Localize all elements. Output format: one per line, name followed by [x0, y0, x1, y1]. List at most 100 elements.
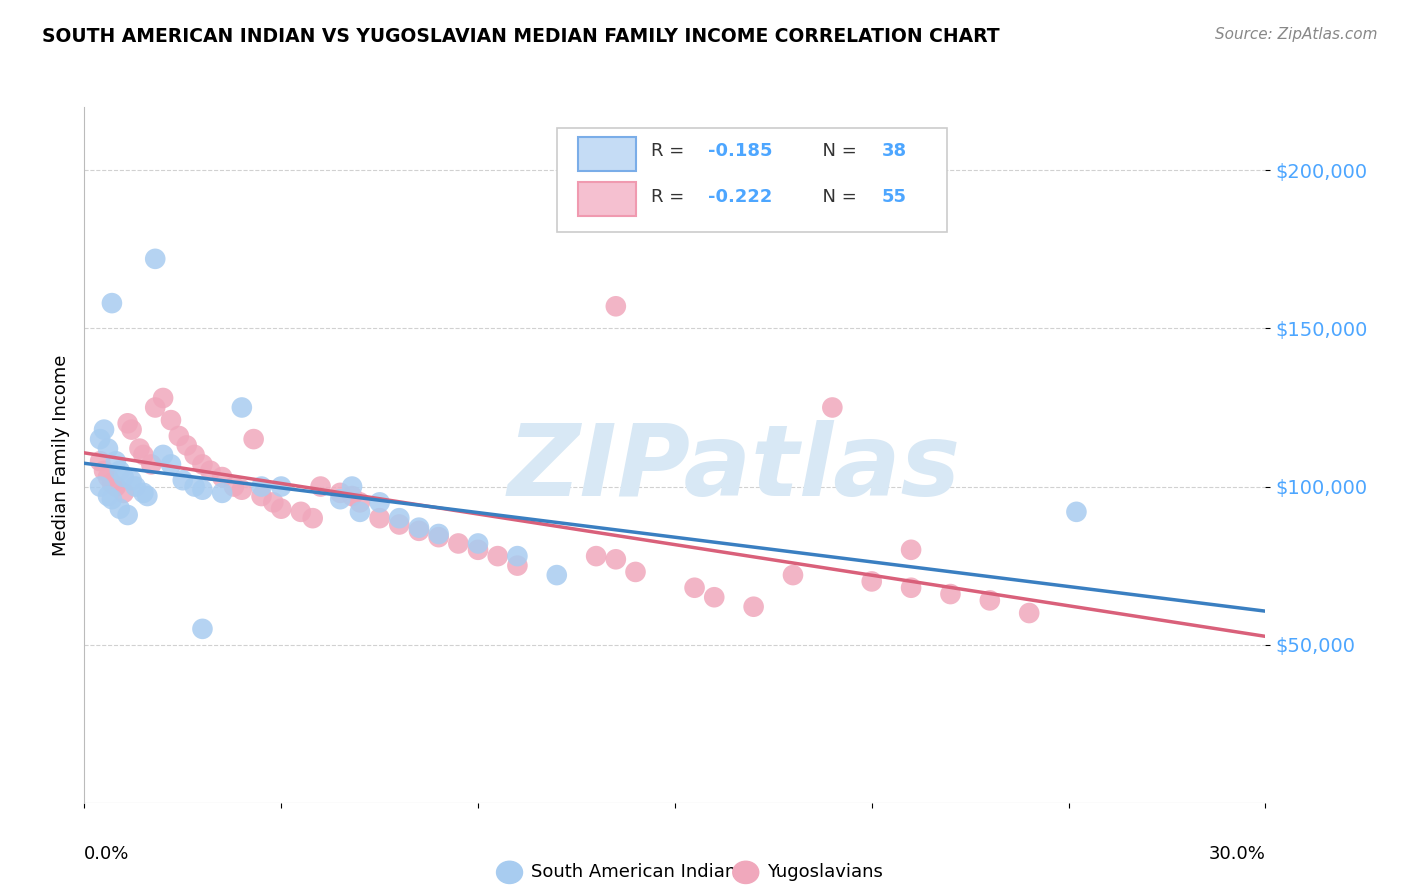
Point: [290, 505, 312, 519]
Point: [624, 565, 647, 579]
Point: [408, 524, 430, 538]
Point: [368, 495, 391, 509]
Point: [97, 470, 120, 484]
Point: [124, 479, 146, 493]
Text: Source: ZipAtlas.com: Source: ZipAtlas.com: [1215, 27, 1378, 42]
Point: [585, 549, 607, 563]
Point: [152, 391, 174, 405]
Point: [89, 479, 111, 493]
Point: [270, 501, 292, 516]
Point: [108, 501, 131, 516]
Point: [176, 438, 198, 452]
Point: [340, 479, 363, 493]
Point: [605, 552, 627, 566]
Point: [262, 495, 284, 509]
Point: [200, 464, 222, 478]
Ellipse shape: [733, 862, 759, 883]
Point: [93, 464, 115, 478]
FancyBboxPatch shape: [578, 182, 636, 216]
Point: [89, 432, 111, 446]
Point: [117, 508, 139, 522]
Point: [143, 252, 166, 266]
Point: [506, 549, 529, 563]
Text: 0.0%: 0.0%: [84, 845, 129, 863]
Text: -0.185: -0.185: [709, 142, 772, 160]
Point: [329, 492, 352, 507]
Point: [93, 423, 115, 437]
Point: [250, 479, 273, 493]
Point: [97, 489, 120, 503]
Point: [104, 479, 127, 493]
Point: [160, 413, 183, 427]
Point: [860, 574, 883, 589]
Point: [211, 486, 233, 500]
Text: N =: N =: [811, 142, 862, 160]
Point: [183, 479, 205, 493]
Point: [112, 486, 135, 500]
Point: [143, 401, 166, 415]
Point: [132, 448, 155, 462]
Point: [1066, 505, 1088, 519]
Text: N =: N =: [811, 188, 862, 206]
Text: Yugoslavians: Yugoslavians: [768, 863, 883, 881]
FancyBboxPatch shape: [557, 128, 946, 232]
Point: [368, 511, 391, 525]
Point: [172, 473, 194, 487]
Point: [128, 442, 150, 456]
Point: [250, 489, 273, 503]
Point: [301, 511, 323, 525]
Point: [136, 489, 159, 503]
Y-axis label: Median Family Income: Median Family Income: [52, 354, 70, 556]
Point: [132, 486, 155, 500]
Point: [900, 542, 922, 557]
Point: [900, 581, 922, 595]
Point: [506, 558, 529, 573]
Point: [939, 587, 962, 601]
Point: [309, 479, 332, 493]
Point: [821, 401, 844, 415]
Point: [112, 470, 135, 484]
Point: [191, 458, 214, 472]
Text: South American Indians: South American Indians: [531, 863, 745, 881]
Point: [388, 517, 411, 532]
Text: SOUTH AMERICAN INDIAN VS YUGOSLAVIAN MEDIAN FAMILY INCOME CORRELATION CHART: SOUTH AMERICAN INDIAN VS YUGOSLAVIAN MED…: [42, 27, 1000, 45]
Text: ZIPatlas: ZIPatlas: [508, 420, 960, 517]
Point: [782, 568, 804, 582]
Point: [104, 454, 127, 468]
Point: [427, 530, 450, 544]
Point: [191, 622, 214, 636]
Point: [408, 521, 430, 535]
FancyBboxPatch shape: [578, 137, 636, 171]
Point: [329, 486, 352, 500]
Point: [467, 542, 489, 557]
Point: [101, 296, 124, 310]
Point: [231, 483, 253, 497]
Point: [108, 464, 131, 478]
Point: [447, 536, 470, 550]
Point: [605, 299, 627, 313]
Point: [141, 458, 163, 472]
Point: [703, 591, 725, 605]
Point: [101, 476, 124, 491]
Point: [979, 593, 1001, 607]
Point: [160, 458, 183, 472]
Point: [152, 448, 174, 462]
Point: [340, 489, 363, 503]
Point: [388, 511, 411, 525]
Text: 38: 38: [882, 142, 907, 160]
Point: [683, 581, 706, 595]
Text: R =: R =: [651, 142, 690, 160]
Point: [349, 505, 371, 519]
Point: [183, 448, 205, 462]
Ellipse shape: [496, 862, 523, 883]
Point: [427, 527, 450, 541]
Point: [101, 492, 124, 507]
Text: -0.222: -0.222: [709, 188, 772, 206]
Point: [121, 423, 143, 437]
Point: [97, 442, 120, 456]
Point: [1018, 606, 1040, 620]
Point: [191, 483, 214, 497]
Point: [121, 473, 143, 487]
Point: [89, 454, 111, 468]
Point: [742, 599, 765, 614]
